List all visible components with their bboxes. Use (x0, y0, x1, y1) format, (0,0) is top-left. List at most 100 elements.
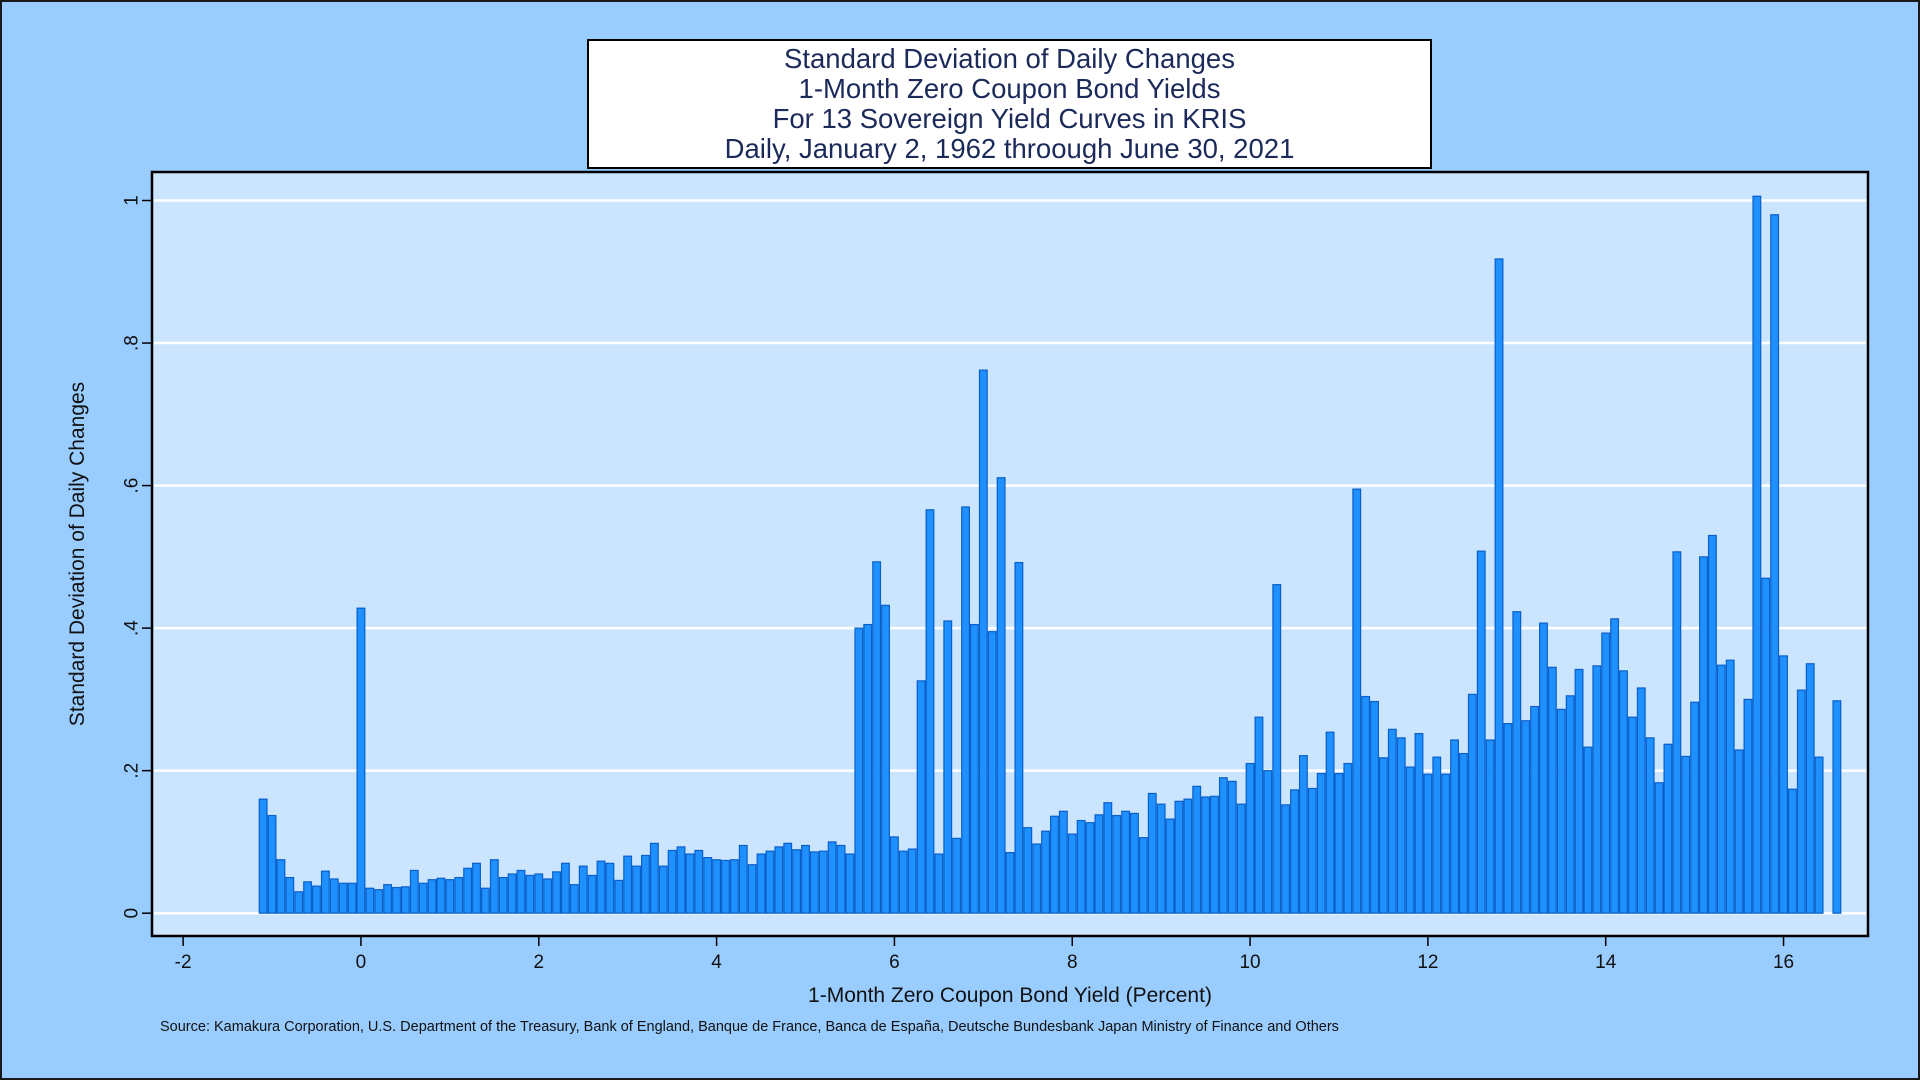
bar (1663, 743, 1673, 914)
bar (614, 879, 624, 914)
bar (863, 623, 873, 914)
x-tick-label: 0 (356, 952, 367, 973)
bar (1530, 705, 1540, 914)
bar (1014, 561, 1024, 914)
bar (1690, 701, 1700, 914)
y-tick-label: .4 (122, 620, 143, 636)
bar (827, 841, 837, 914)
bar (1174, 800, 1184, 914)
bar (1343, 762, 1353, 914)
bar (454, 876, 464, 914)
bar (1654, 782, 1664, 914)
x-tick-label: 12 (1417, 952, 1438, 973)
bar (356, 607, 366, 914)
bar (1547, 666, 1557, 914)
bar (1085, 822, 1095, 914)
bar (436, 877, 446, 914)
bar (1734, 749, 1744, 914)
bar (649, 842, 659, 914)
bar (329, 878, 339, 914)
bar (1627, 716, 1637, 914)
bar (961, 506, 970, 914)
bar (1405, 766, 1415, 914)
bar (632, 865, 642, 914)
bar (1156, 803, 1166, 914)
bar (1521, 720, 1531, 914)
bar (1307, 787, 1317, 914)
bar (641, 854, 650, 914)
bar (1138, 837, 1148, 914)
bar (507, 873, 517, 914)
bar (338, 882, 348, 914)
bar (1023, 827, 1033, 914)
bar (1130, 812, 1139, 914)
bar (818, 850, 828, 914)
bar (1325, 731, 1335, 914)
bar (1761, 577, 1771, 914)
bar (560, 862, 570, 914)
bar (676, 846, 686, 914)
bar (427, 879, 437, 914)
bar (569, 884, 579, 914)
bar (1716, 664, 1726, 914)
bar (1058, 810, 1068, 914)
bar (667, 849, 677, 914)
y-tick-label: 1 (122, 195, 143, 206)
bar (658, 865, 668, 914)
bar (1192, 785, 1202, 914)
bar (747, 864, 757, 914)
bar (543, 878, 553, 914)
source-note: Source: Kamakura Corporation, U.S. Depar… (160, 1019, 1339, 1035)
bar (783, 842, 793, 914)
bar (1067, 833, 1077, 914)
bar (1539, 622, 1548, 914)
bar (1467, 693, 1477, 914)
bar (1770, 214, 1780, 914)
bar (445, 879, 455, 914)
bar (1832, 700, 1842, 914)
bar (1699, 556, 1708, 914)
bars (258, 195, 1842, 914)
bar (587, 874, 597, 914)
bar (1245, 762, 1255, 914)
bar (1201, 796, 1211, 914)
plot-border (150, 170, 1870, 938)
bar (623, 855, 633, 914)
bar (276, 859, 286, 914)
bar (1041, 830, 1051, 914)
bar (1681, 755, 1691, 914)
bar (1254, 716, 1264, 914)
bar (801, 844, 810, 914)
bar (1503, 723, 1513, 914)
x-axis: -2 0 2 4 6 8 10 12 14 16 (175, 936, 1794, 973)
bar (1574, 668, 1584, 914)
y-axis-label: Standard Deviation of Daily Changes (66, 382, 89, 726)
bar (907, 848, 917, 914)
bar (1050, 815, 1059, 914)
bar (1263, 770, 1273, 914)
bar (1005, 852, 1015, 914)
bar (1272, 584, 1282, 914)
bar (1183, 798, 1193, 914)
chart-title-line-2: 1-Month Zero Coupon Bond Yields (798, 73, 1221, 104)
bar (480, 887, 490, 914)
bar (1814, 756, 1824, 914)
bar (285, 876, 295, 914)
bar (1752, 195, 1762, 914)
bar (489, 859, 499, 914)
bar (845, 853, 855, 914)
bar (578, 865, 588, 914)
bar (1316, 772, 1326, 914)
bar (1601, 632, 1611, 914)
y-tick-label: .8 (122, 335, 143, 351)
bar (400, 886, 410, 914)
bar (1441, 773, 1451, 914)
x-tick-label: 4 (711, 952, 722, 973)
bar (1672, 551, 1682, 914)
bar (525, 874, 535, 914)
bar (1352, 488, 1362, 914)
bar (685, 853, 695, 914)
bar (1290, 789, 1299, 914)
